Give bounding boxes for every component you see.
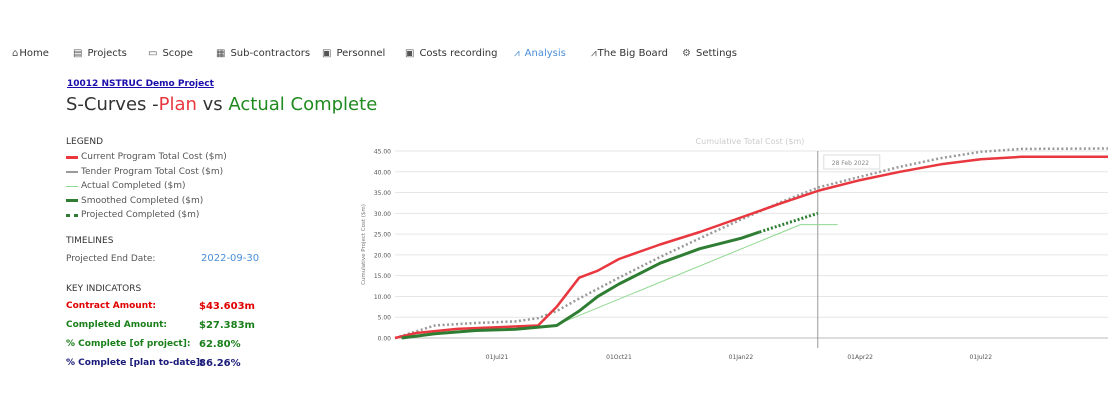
projects-icon: ▤ xyxy=(73,48,83,59)
title-actual: Actual Complete xyxy=(228,94,378,115)
project-link[interactable]: 10012 NSTRUC Demo Project xyxy=(67,79,214,89)
home-icon: ⌂ xyxy=(12,48,19,59)
kpi-label: % Complete [plan to-date]: xyxy=(66,358,204,368)
chart-title: Cumulative Total Cost ($m) xyxy=(696,137,805,146)
y-tick-label: 0.00 xyxy=(378,336,392,343)
kpi-heading: KEY INDICATORS xyxy=(66,284,142,294)
nav-item-personnel[interactable]: ▣ Personnel xyxy=(322,48,385,59)
top-nav: ⌂ Home ▤ Projects ▭ Scope ▦ Sub-contractors ▣ Per… xyxy=(0,44,1108,68)
x-tick-label: 01Jul22 xyxy=(970,354,993,361)
date-marker-label: 28 Feb 2022 xyxy=(832,160,870,167)
bigboard-icon: ⩘ xyxy=(591,48,597,59)
series-line-tender xyxy=(394,147,1108,340)
costs-icon: ▣ xyxy=(405,48,415,59)
series-line-current xyxy=(394,155,1108,340)
title-prefix: S-Curves - xyxy=(66,94,159,115)
legend-label: Tender Program Total Cost ($m) xyxy=(81,166,224,177)
legend-swatch xyxy=(66,199,78,203)
legend-heading: LEGEND xyxy=(66,137,104,147)
personnel-icon: ▣ xyxy=(322,48,332,59)
nav-item-sub-contractors[interactable]: ▦ Sub-contractors xyxy=(216,48,310,59)
scope-icon: ▭ xyxy=(148,48,158,59)
nav-label: Analysis xyxy=(524,48,566,59)
nav-item-scope[interactable]: ▭ Scope xyxy=(148,48,193,59)
legend-item: Actual Completed ($m) xyxy=(66,179,227,194)
nav-label: Projects xyxy=(87,48,127,59)
title-plan: Plan xyxy=(158,94,197,115)
timelines-heading: TIMELINES xyxy=(66,236,114,246)
kpi-value: 86.26% xyxy=(199,358,241,369)
nav-item-home[interactable]: ⌂ Home xyxy=(12,48,49,59)
kpi-row: Contract Amount: $43.603m xyxy=(66,301,255,312)
page-title: S-Curves -Plan vs Actual Complete xyxy=(66,94,377,115)
subcontractors-icon: ▦ xyxy=(216,48,226,59)
nav-label: Settings xyxy=(695,48,737,59)
kpi-label: Completed Amount: xyxy=(66,320,168,330)
projected-end-row: Projected End Date: xyxy=(66,254,155,264)
y-tick-label: 25.00 xyxy=(374,232,391,239)
kpi-label: Contract Amount: xyxy=(66,301,157,311)
y-tick-label: 10.00 xyxy=(374,294,391,301)
kpi-row: % Complete [plan to-date]: 86.26% xyxy=(66,358,241,369)
nav-item-the-big-board[interactable]: ⩘ The Big Board xyxy=(591,48,668,59)
legend-swatch xyxy=(66,170,78,173)
projected-end-value: 2022-09-30 xyxy=(201,253,260,264)
date-marker-box xyxy=(823,154,881,170)
nav-label: The Big Board xyxy=(597,48,668,59)
kpi-value: 62.80% xyxy=(199,339,241,350)
legend-item: Smoothed Completed ($m) xyxy=(66,194,227,209)
nav-item-settings[interactable]: ⚙ Settings xyxy=(682,48,737,59)
legend-swatch xyxy=(66,213,78,217)
y-tick-label: 15.00 xyxy=(374,273,391,280)
kpi-value: $27.383m xyxy=(199,320,255,331)
legend-item: Tender Program Total Cost ($m) xyxy=(66,165,227,180)
s-curve-chart: 0.00 5.00 10.00 15.00 20.00 25.00 30.00 35.00 40… xyxy=(361,137,1108,361)
nav-label: Home xyxy=(19,48,49,59)
y-tick-label: 5.00 xyxy=(378,315,392,322)
nav-item-projects[interactable]: ▤ Projects xyxy=(73,48,127,59)
legend-swatch xyxy=(66,155,78,159)
nav-item-analysis[interactable]: ⩘ Analysis xyxy=(514,48,566,59)
x-tick-label: 01Oct21 xyxy=(606,354,632,361)
legend-label: Projected Completed ($m) xyxy=(81,210,200,221)
x-tick-label: 01Apr22 xyxy=(847,354,873,361)
legend-swatch xyxy=(66,185,78,187)
y-tick-label: 45.00 xyxy=(374,149,391,156)
kpi-value: $43.603m xyxy=(199,301,255,312)
y-tick-label: 30.00 xyxy=(374,211,391,218)
nav-item-costs-recording[interactable]: ▣ Costs recording xyxy=(405,48,497,59)
kpi-row: Completed Amount: $27.383m xyxy=(66,320,255,331)
nav-label: Costs recording xyxy=(419,48,498,59)
y-tick-label: 20.00 xyxy=(374,252,391,259)
x-tick-label: 01Jul21 xyxy=(486,354,509,361)
nav-label: Scope xyxy=(162,48,193,59)
projected-end-label: Projected End Date: xyxy=(66,254,156,264)
legend-label: Actual Completed ($m) xyxy=(81,181,186,192)
y-axis-label: Cumulative Project Cost ($m) xyxy=(361,204,367,285)
legend-item: Projected Completed ($m) xyxy=(66,208,227,223)
y-tick-label: 35.00 xyxy=(374,190,391,197)
legend-label: Current Program Total Cost ($m) xyxy=(81,152,227,163)
title-vs: vs xyxy=(196,94,229,115)
kpi-label: % Complete [of project]: xyxy=(66,339,191,349)
nav-label: Sub-contractors xyxy=(230,48,311,59)
settings-icon: ⚙ xyxy=(682,48,691,59)
series-line-smoothed xyxy=(401,230,760,340)
x-tick-label: 01Jan22 xyxy=(729,354,754,361)
y-tick-label: 40.00 xyxy=(374,169,391,176)
kpi-row: % Complete [of project]: 62.80% xyxy=(66,339,241,350)
analysis-icon: ⩘ xyxy=(514,48,520,59)
legend-label: Smoothed Completed ($m) xyxy=(81,195,204,206)
legend-item: Current Program Total Cost ($m) xyxy=(66,150,227,165)
legend-list: Current Program Total Cost ($m) Tender Pr… xyxy=(66,150,227,223)
nav-label: Personnel xyxy=(336,48,386,59)
